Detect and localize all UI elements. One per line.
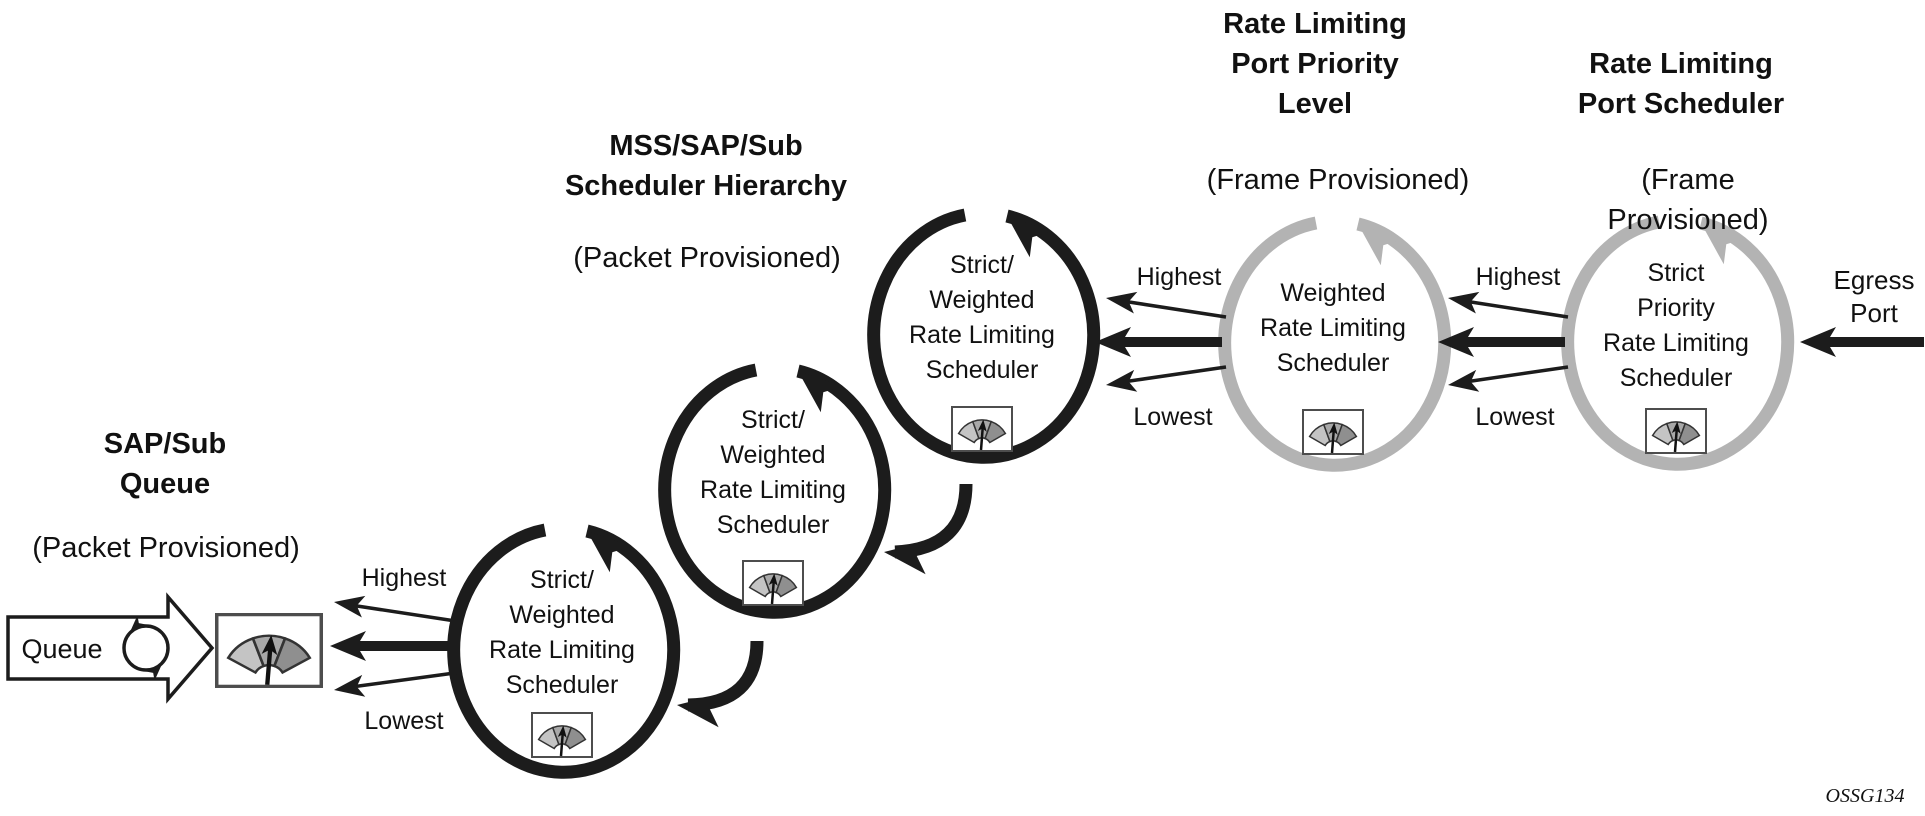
- title-sap-sub-queue: SAP/Sub Queue: [103, 428, 227, 500]
- highest-label-queue: Highest: [361, 564, 447, 592]
- weighted-scheduler-label: Weighted Rate Limiting Scheduler: [1260, 279, 1406, 377]
- priority-arrows-right: [1438, 287, 1569, 396]
- highest-label-right: Highest: [1475, 263, 1561, 291]
- figure-id: OSSG134: [1825, 785, 1905, 807]
- port-scheduler-loop: [1561, 209, 1795, 471]
- queue-block-arrow: [6, 592, 215, 704]
- rate-gauge-icon: [217, 615, 322, 687]
- strict-priority-scheduler-label: Strict Priority Rate Limiting Scheduler: [1603, 259, 1749, 392]
- title-port-scheduler: Rate Limiting Port Scheduler: [1577, 48, 1785, 120]
- lowest-label-right: Lowest: [1475, 403, 1555, 431]
- scheduler-1-label: Strict/ Weighted Rate Limiting Scheduler: [489, 566, 635, 699]
- lowest-label-queue: Lowest: [364, 707, 444, 735]
- subtitle-packet-provisioned-left: (Packet Provisioned): [32, 532, 300, 564]
- egress-port-arrow: [1800, 327, 1924, 357]
- scheduler-3-label: Strict/ Weighted Rate Limiting Scheduler: [909, 251, 1055, 384]
- egress-port-label: Egress Port: [1833, 265, 1915, 328]
- rate-gauge-icon: [530, 711, 594, 759]
- subtitle-frame-provisioned-2: (Frame Provisioned): [1607, 164, 1769, 236]
- scheduler-2-label: Strict/ Weighted Rate Limiting Scheduler: [700, 406, 846, 539]
- title-mss-hierarchy: MSS/SAP/Sub Scheduler Hierarchy: [564, 130, 848, 202]
- scheduler-loop-1: [447, 517, 681, 779]
- queue-label: Queue: [21, 634, 103, 664]
- rate-gauge-icon: [1301, 408, 1365, 456]
- rate-gauge-icon: [1644, 407, 1708, 455]
- scheduler-loop-2: [658, 357, 892, 619]
- title-port-priority-level: Rate Limiting Port Priority Level: [1223, 8, 1407, 120]
- subtitle-frame-provisioned-1: (Frame Provisioned): [1206, 164, 1470, 196]
- scheduler-loop-3: [867, 202, 1101, 464]
- port-priority-loop: [1218, 210, 1452, 472]
- rate-gauge-icon: [950, 405, 1014, 453]
- cascade-arrow-2-to-1: [674, 640, 764, 728]
- lowest-label-mid: Lowest: [1133, 403, 1213, 431]
- priority-arrows-mid: [1095, 287, 1227, 396]
- subtitle-packet-provisioned-mid: (Packet Provisioned): [573, 242, 841, 274]
- priority-arrows-queue: [330, 591, 463, 701]
- highest-label-mid: Highest: [1136, 263, 1222, 291]
- rate-gauge-icon: [741, 559, 805, 607]
- cascade-arrow-3-to-2: [881, 483, 973, 575]
- recycle-icon: [122, 615, 170, 681]
